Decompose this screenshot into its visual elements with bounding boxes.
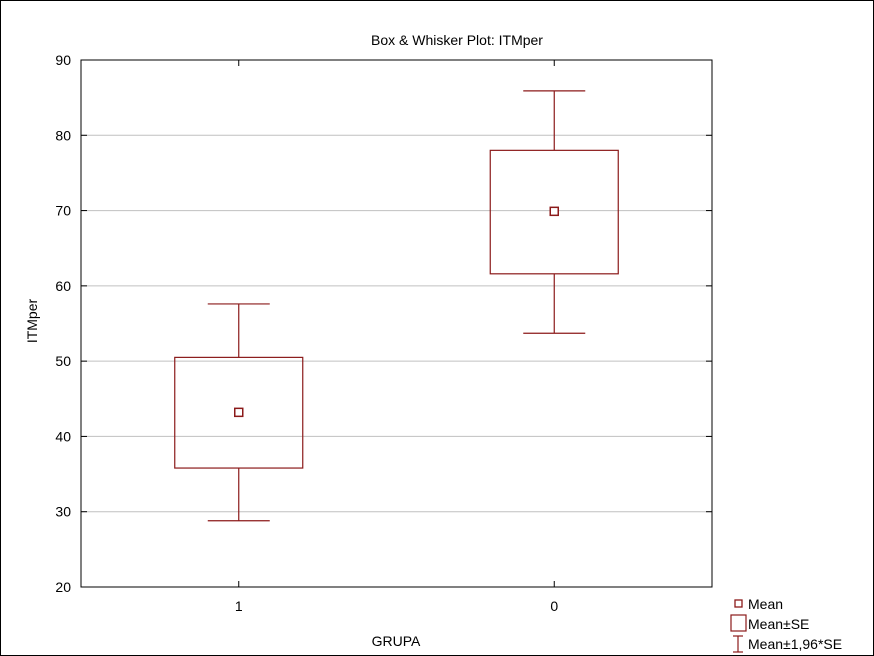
y-axis-title: ITMper bbox=[24, 298, 40, 343]
y-tick-label: 20 bbox=[55, 579, 71, 595]
x-tick-label: 1 bbox=[235, 598, 243, 614]
x-axis-title: GRUPA bbox=[372, 633, 421, 649]
se-box bbox=[489, 149, 619, 275]
boxes bbox=[174, 90, 619, 522]
box-group-1 bbox=[174, 303, 304, 522]
legend-label-mean: Mean bbox=[748, 596, 783, 612]
chart-title: Box & Whisker Plot: ITMper bbox=[371, 32, 543, 48]
legend-mean-marker bbox=[734, 599, 743, 608]
legend-label-ci: Mean±1,96*SE bbox=[748, 636, 842, 652]
y-axis: 20 30 40 50 60 70 80 90 bbox=[55, 52, 712, 595]
y-tick-label: 30 bbox=[55, 504, 71, 520]
se-box bbox=[174, 356, 304, 469]
y-tick-label: 50 bbox=[55, 353, 71, 369]
y-tick-label: 60 bbox=[55, 278, 71, 294]
x-tick-label: 0 bbox=[550, 598, 558, 614]
legend-se-box bbox=[730, 614, 747, 632]
legend-label-se: Mean±SE bbox=[748, 616, 809, 632]
legend: Mean Mean±SE Mean±1,96*SE bbox=[730, 596, 842, 653]
grid-lines bbox=[81, 134, 712, 513]
y-tick-label: 40 bbox=[55, 428, 71, 444]
plot-area bbox=[80, 59, 713, 588]
y-tick-label: 70 bbox=[55, 203, 71, 219]
y-tick-label: 80 bbox=[55, 127, 71, 143]
mean-marker bbox=[234, 407, 244, 418]
y-tick-label: 90 bbox=[55, 52, 71, 68]
box-group-0 bbox=[489, 90, 619, 334]
mean-marker bbox=[549, 206, 559, 217]
